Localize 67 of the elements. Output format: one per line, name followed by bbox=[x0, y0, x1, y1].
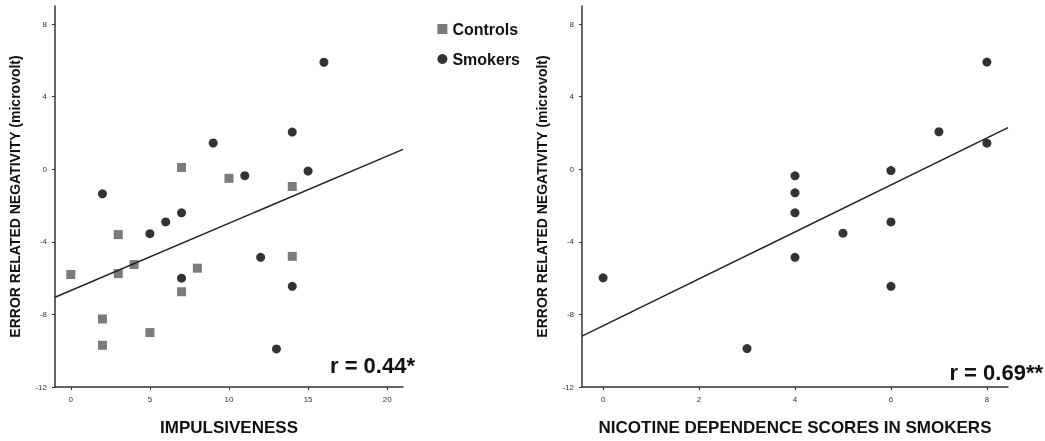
x-tick-label: 2 bbox=[696, 394, 702, 404]
y-tick-label: 4 bbox=[42, 92, 48, 102]
point bbox=[287, 251, 297, 261]
y-tick-label: -12 bbox=[35, 382, 48, 392]
point bbox=[303, 166, 313, 176]
point bbox=[256, 252, 266, 262]
x-tick-label: 8 bbox=[984, 394, 990, 404]
annotation: r = 0.69** bbox=[949, 359, 1044, 385]
point bbox=[287, 182, 297, 192]
y-tick-label: -8 bbox=[566, 309, 575, 319]
y-tick-label: -12 bbox=[562, 382, 575, 392]
point bbox=[287, 281, 297, 291]
y-tick-label: 8 bbox=[42, 19, 48, 29]
point bbox=[790, 171, 800, 181]
legend-label: Controls bbox=[452, 20, 519, 38]
point bbox=[224, 173, 234, 183]
point bbox=[790, 188, 800, 198]
x-tick-label: 6 bbox=[888, 394, 894, 404]
point bbox=[886, 217, 896, 227]
point bbox=[240, 171, 250, 181]
y-tick-label: -4 bbox=[39, 237, 48, 247]
point bbox=[177, 162, 187, 172]
point bbox=[790, 252, 800, 262]
x-tick-label: 10 bbox=[224, 394, 234, 404]
x-tick-label: 4 bbox=[792, 394, 798, 404]
point bbox=[886, 281, 896, 291]
annotation: r = 0.44* bbox=[329, 352, 416, 378]
x-tick-label: 5 bbox=[147, 394, 153, 404]
point bbox=[177, 287, 187, 297]
y-axis-title: ERROR RELATED NEGATIVITY (microvolt) bbox=[534, 55, 550, 338]
point bbox=[271, 344, 281, 354]
point bbox=[97, 314, 107, 324]
point bbox=[145, 328, 155, 338]
y-tick-label: 4 bbox=[569, 92, 575, 102]
point bbox=[982, 57, 992, 67]
point bbox=[790, 208, 800, 218]
point bbox=[145, 229, 155, 239]
point bbox=[598, 273, 608, 283]
x-tick-label: 15 bbox=[303, 394, 314, 404]
x-axis-title: NICOTINE DEPENDENCE SCORES IN SMOKERS bbox=[598, 418, 992, 437]
x-tick-label: 0 bbox=[68, 394, 74, 404]
y-tick-label: 0 bbox=[42, 164, 48, 174]
x-tick-label: 20 bbox=[382, 394, 393, 404]
y-tick-label: 0 bbox=[569, 164, 575, 174]
point bbox=[838, 228, 848, 238]
point bbox=[287, 127, 297, 137]
y-tick-label: -4 bbox=[566, 237, 575, 247]
y-axis-title: ERROR RELATED NEGATIVITY (microvolt) bbox=[7, 55, 23, 338]
x-tick-label: 0 bbox=[600, 394, 606, 404]
point bbox=[161, 217, 171, 227]
x-axis-title: IMPULSIVENESS bbox=[160, 418, 298, 437]
y-tick-label: -8 bbox=[39, 309, 48, 319]
point bbox=[97, 340, 107, 350]
point bbox=[97, 189, 107, 199]
point bbox=[742, 344, 752, 354]
point bbox=[982, 138, 992, 148]
point bbox=[934, 127, 944, 137]
point bbox=[319, 57, 329, 67]
point bbox=[208, 138, 218, 148]
point bbox=[177, 208, 187, 218]
y-tick-label: 8 bbox=[569, 19, 575, 29]
legend-label: Smokers bbox=[452, 50, 521, 68]
point bbox=[113, 230, 123, 240]
point bbox=[66, 270, 76, 280]
point bbox=[886, 166, 896, 176]
point bbox=[192, 263, 202, 273]
point bbox=[177, 273, 187, 283]
